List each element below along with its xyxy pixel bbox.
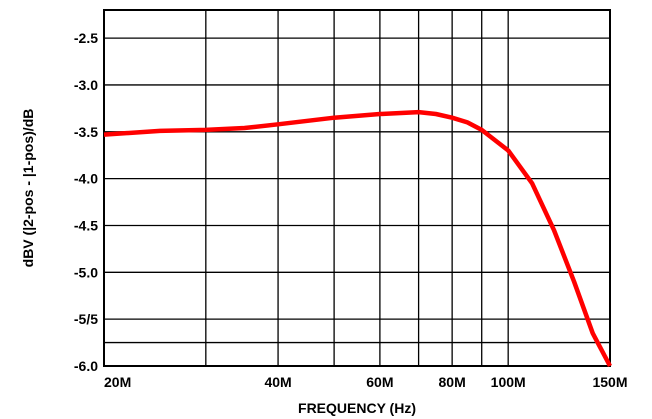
x-tick-label-2: 60M <box>366 374 393 390</box>
y-tick-label-7: -6.0 <box>74 358 98 374</box>
y-axis-title: dBV (|2-pos - |1-pos)/dB <box>20 109 36 268</box>
x-tick-label-5: 150M <box>592 374 627 390</box>
x-tick-label-1: 40M <box>264 374 291 390</box>
x-tick-labels: 20M 40M 60M 80M 100M 150M <box>104 374 628 390</box>
y-tick-label-1: -3.0 <box>74 77 98 93</box>
x-tick-label-4: 100M <box>491 374 526 390</box>
x-tick-label-3: 80M <box>439 374 466 390</box>
x-tick-label-0: 20M <box>104 374 131 390</box>
y-tick-label-2: -3.5 <box>74 124 98 140</box>
y-tick-labels: -2.5 -3.0 -3.5 -4.0 -4.5 -5.0 -5/5 -6.0 <box>74 30 98 374</box>
x-axis-title: FREQUENCY (Hz) <box>298 400 416 416</box>
plot-frame <box>103 9 611 367</box>
y-tick-label-6: -5/5 <box>74 311 98 327</box>
y-tick-label-5: -5.0 <box>74 264 98 280</box>
y-tick-label-3: -4.0 <box>74 171 98 187</box>
horizontal-grid-lines <box>104 37 610 367</box>
series-line-0 <box>103 109 612 368</box>
y-tick-label-0: -2.5 <box>74 30 98 46</box>
series-layer <box>103 109 612 368</box>
y-tick-label-4: -4.5 <box>74 217 98 233</box>
